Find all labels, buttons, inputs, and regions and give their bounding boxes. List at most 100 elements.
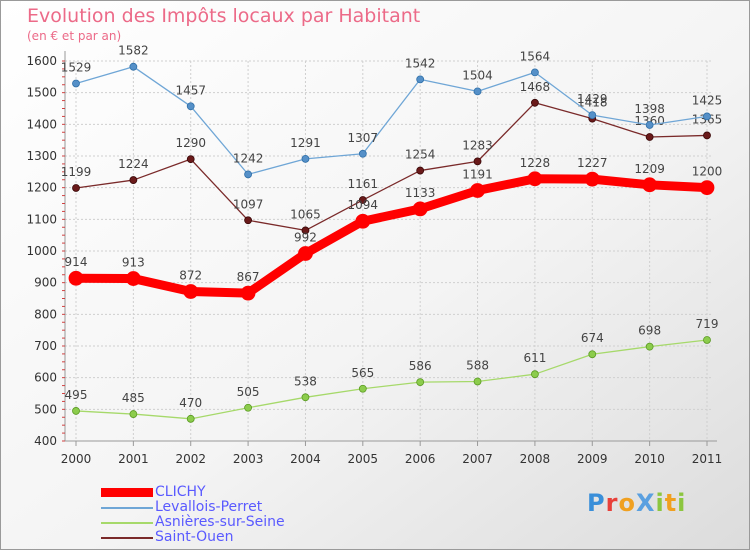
data-label: 1529 — [61, 60, 92, 74]
data-label: 470 — [179, 396, 202, 410]
y-tick-label: 1000 — [26, 244, 57, 258]
data-label: 495 — [65, 388, 88, 402]
grid — [65, 60, 711, 442]
data-label: 565 — [351, 366, 374, 380]
data-point — [703, 112, 711, 121]
legend-swatch — [101, 507, 153, 509]
y-tick-label: 1100 — [26, 212, 57, 226]
series-line — [75, 102, 708, 232]
data-point — [68, 270, 84, 286]
data-label: 1283 — [462, 138, 493, 152]
data-point — [298, 246, 313, 261]
data-point — [699, 180, 715, 196]
data-label: 1360 — [634, 114, 665, 128]
data-point — [412, 201, 428, 217]
x-tick-label: 2005 — [348, 452, 379, 466]
data-label: 1227 — [577, 156, 608, 170]
data-point — [531, 68, 539, 77]
data-label: 1200 — [692, 165, 723, 179]
x-tick-label: 2002 — [175, 452, 206, 466]
data-label: 867 — [237, 270, 260, 284]
data-label: 674 — [581, 331, 604, 345]
data-point — [125, 271, 141, 286]
legend-swatch — [101, 522, 153, 524]
data-point — [358, 384, 367, 393]
x-tick-label: 2011 — [692, 452, 723, 466]
data-point — [355, 213, 371, 229]
logo-letter: o — [618, 489, 636, 517]
data-point — [584, 171, 600, 187]
x-tick-label: 2000 — [61, 452, 92, 466]
data-point — [129, 176, 138, 184]
data-label: 611 — [523, 351, 546, 365]
data-label: 872 — [179, 269, 202, 283]
data-label: 1425 — [692, 93, 723, 107]
data-point — [645, 121, 654, 129]
data-point — [358, 149, 367, 158]
data-point — [645, 342, 654, 351]
data-label: 505 — [237, 385, 260, 399]
data-point — [473, 377, 482, 386]
y-tick-label: 1300 — [26, 149, 57, 163]
data-point — [531, 98, 539, 107]
data-label: 1191 — [462, 168, 493, 182]
data-point — [72, 184, 80, 192]
series-line — [75, 339, 708, 420]
data-label: 1065 — [290, 207, 321, 221]
x-tick-label: 2001 — [118, 452, 149, 466]
proxiti-logo: ProXiti — [587, 489, 686, 517]
data-point — [72, 407, 80, 415]
data-point — [358, 196, 367, 204]
data-label: 1133 — [405, 186, 436, 200]
y-tick-label: 1400 — [26, 117, 57, 131]
data-point — [183, 284, 199, 299]
data-label: 586 — [409, 359, 432, 373]
data-label: 1398 — [634, 102, 665, 116]
data-label: 698 — [638, 324, 661, 338]
data-label: 1097 — [233, 197, 264, 211]
logo-letter: i — [655, 489, 665, 517]
y-tick-label: 1200 — [26, 181, 57, 195]
y-tick-label: 800 — [34, 307, 57, 321]
data-label: 1290 — [175, 136, 206, 150]
legend-label: CLICHY — [155, 484, 206, 500]
series-line — [71, 174, 712, 298]
data-label: 1429 — [577, 92, 608, 106]
logo-letter: P — [587, 489, 606, 517]
logo-letter: r — [605, 489, 619, 517]
series-levallois-perret: 1529 1582 1457 1242 1291 1307 1542 1504 1564 1429… — [61, 44, 723, 179]
data-point — [244, 403, 252, 412]
data-point — [416, 378, 425, 387]
data-point — [129, 62, 138, 71]
legend-swatch — [101, 537, 153, 539]
x-tick-label: 2003 — [233, 452, 264, 466]
data-point — [244, 216, 252, 225]
data-point — [186, 102, 195, 111]
data-label: 1209 — [634, 162, 665, 176]
data-point — [416, 75, 425, 84]
data-label: 719 — [696, 317, 719, 331]
data-label: 1468 — [520, 80, 551, 94]
data-point — [531, 370, 539, 379]
logo-letter: t — [664, 489, 678, 517]
data-label: 1094 — [348, 198, 379, 212]
y-tick-label: 600 — [34, 371, 57, 385]
data-point — [244, 170, 252, 179]
x-tick-label: 2008 — [520, 452, 551, 466]
logo-letter: i — [677, 489, 687, 517]
y-tick-label: 700 — [34, 339, 57, 353]
data-label: 588 — [466, 358, 489, 372]
data-point — [470, 183, 485, 198]
y-tick-label: 1500 — [26, 86, 57, 100]
legend-label: Levallois-Perret — [155, 499, 263, 515]
data-label: 1161 — [348, 177, 379, 191]
data-label: 485 — [122, 391, 145, 405]
data-label: 1254 — [405, 148, 436, 162]
data-label: 1457 — [175, 83, 206, 97]
data-label: 1307 — [348, 131, 379, 145]
data-point — [301, 154, 310, 163]
data-label: 913 — [122, 256, 145, 270]
x-tick-label: 2009 — [577, 452, 608, 466]
data-point — [186, 155, 195, 164]
